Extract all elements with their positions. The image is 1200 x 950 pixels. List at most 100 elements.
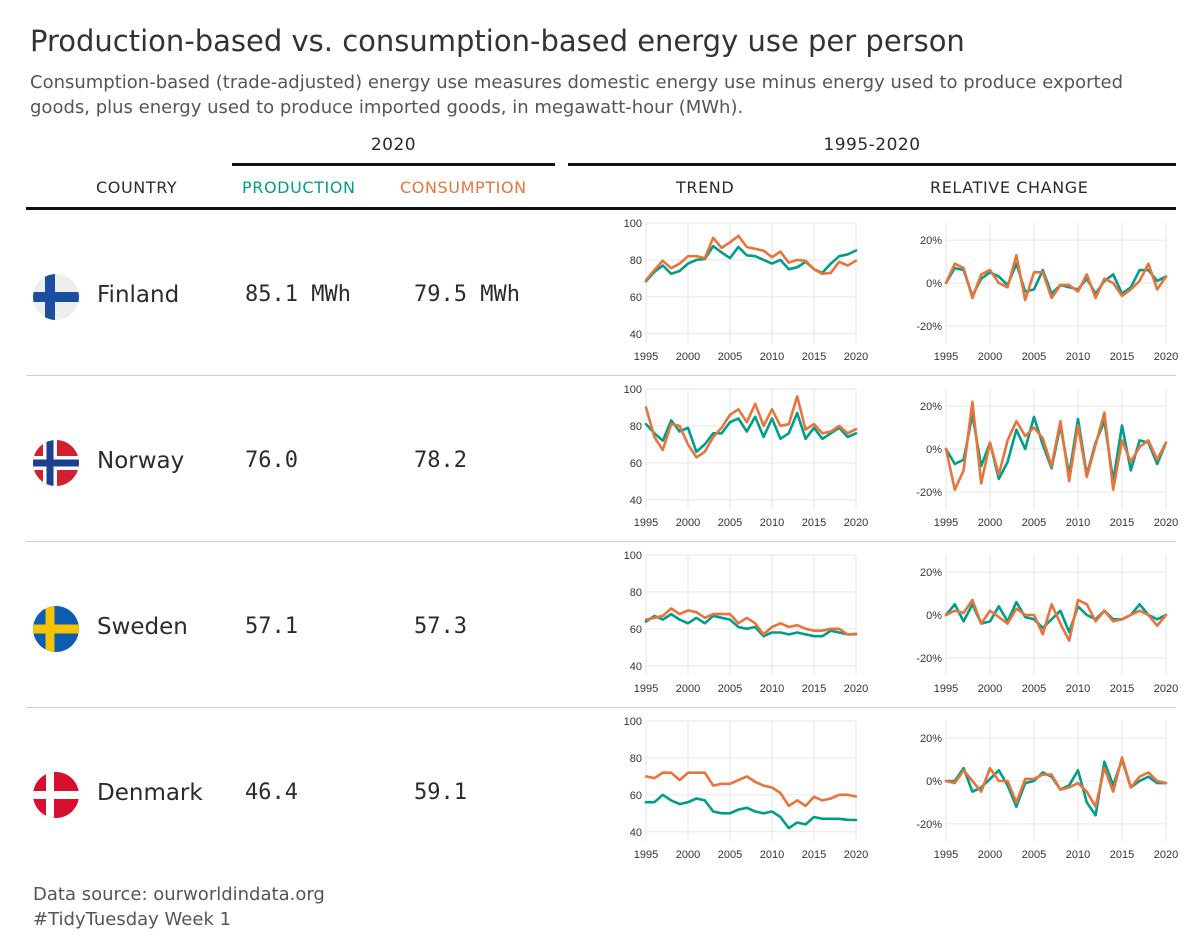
y-tick-label: 60 (630, 624, 642, 636)
y-tick-label: 20% (920, 235, 942, 247)
y-tick-label: 100 (624, 716, 642, 728)
consumption-line (944, 253, 1168, 302)
y-tick-label: 40 (630, 661, 642, 673)
norway-flag-icon (33, 440, 79, 486)
y-tick-label: 80 (630, 587, 642, 599)
y-tick-label: 20% (920, 567, 942, 579)
x-tick-label: 2010 (760, 517, 784, 529)
country-name: Finland (97, 282, 180, 308)
y-tick-label: 20% (920, 733, 942, 745)
x-tick-label: 2005 (718, 351, 742, 363)
x-tick-label: 2015 (1110, 517, 1134, 529)
y-tick-label: 40 (630, 827, 642, 839)
y-tick-label: 100 (624, 550, 642, 562)
x-tick-label: 2000 (676, 517, 700, 529)
x-tick-label: 2010 (760, 351, 784, 363)
production-value: 76.0 (245, 448, 298, 473)
x-tick-label: 2005 (718, 517, 742, 529)
consumption-line (644, 395, 858, 459)
x-tick-label: 2015 (1110, 351, 1134, 363)
trend-chart-denmark: 40 60 80 100 1995 2000 2005 2010 2015 2020 (624, 716, 869, 861)
y-tick-label: 0% (926, 278, 942, 290)
y-tick-label: 100 (624, 218, 642, 230)
data-source-text: Data source: ourworldindata.org (33, 884, 325, 905)
consumption-line (644, 234, 858, 282)
x-tick-label: 2015 (1110, 683, 1134, 695)
x-tick-label: 2005 (1022, 683, 1046, 695)
y-tick-label: 0% (926, 444, 942, 456)
consumption-value: 78.2 (414, 448, 467, 473)
y-tick-label: 40 (630, 329, 642, 341)
column-header-country: COUNTRY (96, 178, 178, 197)
group-label-range: 1995-2020 (823, 135, 921, 155)
x-tick-label: 1995 (634, 849, 658, 861)
x-tick-label: 2015 (802, 517, 826, 529)
x-tick-label: 2010 (1066, 351, 1090, 363)
x-tick-label: 2000 (676, 351, 700, 363)
y-tick-label: 60 (630, 292, 642, 304)
table-row-sweden: Sweden 57.1 57.3 40 60 80 100 1995 2000 2005 20… (26, 543, 1178, 708)
y-tick-label: 100 (624, 384, 642, 396)
production-line (644, 612, 858, 638)
denmark-flag-icon (33, 772, 79, 818)
group-rule-range (568, 163, 1176, 166)
table-row-finland: Finland 85.1 MWh 79.5 MWh 40 60 80 100 1995 2… (26, 211, 1178, 376)
sweden-flag-icon (33, 606, 79, 652)
country-name: Sweden (97, 614, 188, 640)
x-tick-label: 1995 (934, 683, 958, 695)
x-tick-label: 2015 (1110, 849, 1134, 861)
x-tick-label: 2020 (844, 517, 868, 529)
x-tick-label: 2010 (760, 683, 784, 695)
x-tick-label: 2010 (1066, 683, 1090, 695)
x-tick-label: 2020 (844, 683, 868, 695)
x-tick-label: 2015 (802, 849, 826, 861)
x-tick-label: 2000 (978, 517, 1002, 529)
x-tick-label: 2020 (1154, 351, 1178, 363)
consumption-value: 79.5 MWh (414, 282, 520, 307)
x-tick-label: 1995 (934, 849, 958, 861)
x-tick-label: 1995 (634, 351, 658, 363)
page-subtitle: Consumption-based (trade-adjusted) energ… (30, 72, 1124, 118)
y-tick-label: -20% (916, 487, 942, 499)
group-rule-2020 (232, 163, 555, 166)
x-tick-label: 2005 (1022, 849, 1046, 861)
x-tick-label: 1995 (634, 683, 658, 695)
consumption-value: 57.3 (414, 614, 467, 639)
header-rule (26, 207, 1176, 210)
y-tick-label: 0% (926, 610, 942, 622)
page-title: Production-based vs. consumption-based e… (30, 24, 965, 58)
y-tick-label: -20% (916, 819, 942, 831)
x-tick-label: 1995 (934, 517, 958, 529)
x-tick-label: 1995 (634, 517, 658, 529)
y-tick-label: 60 (630, 790, 642, 802)
x-tick-label: 2020 (844, 351, 868, 363)
hashtag-text: #TidyTuesday Week 1 (33, 909, 232, 930)
x-tick-label: 1995 (934, 351, 958, 363)
relative-change-chart-denmark: -20% 0% 20% 1995 2000 2005 2010 2015 2020 (916, 721, 1178, 861)
consumption-line (944, 756, 1168, 808)
column-header-consumption: CONSUMPTION (400, 178, 527, 197)
x-tick-label: 2000 (978, 849, 1002, 861)
consumption-line (944, 400, 1168, 491)
consumption-line (644, 771, 858, 808)
production-value: 46.4 (245, 780, 298, 805)
x-tick-label: 2015 (802, 351, 826, 363)
x-tick-label: 2020 (1154, 683, 1178, 695)
x-tick-label: 2000 (676, 849, 700, 861)
x-tick-label: 2015 (802, 683, 826, 695)
country-name: Denmark (97, 780, 203, 806)
trend-chart-norway: 40 60 80 100 1995 2000 2005 2010 2015 2020 (624, 384, 869, 529)
column-header-trend: TREND (676, 178, 735, 197)
table-row-norway: Norway 76.0 78.2 40 60 80 100 1995 2000 2005 20… (26, 377, 1178, 542)
row-divider (26, 541, 1176, 542)
x-tick-label: 2020 (844, 849, 868, 861)
y-tick-label: 0% (926, 776, 942, 788)
y-tick-label: -20% (916, 321, 942, 333)
x-tick-label: 2020 (1154, 517, 1178, 529)
row-divider (26, 707, 1176, 708)
y-tick-label: 80 (630, 753, 642, 765)
production-value: 57.1 (245, 614, 298, 639)
x-tick-label: 2005 (718, 849, 742, 861)
x-tick-label: 2010 (1066, 849, 1090, 861)
country-name: Norway (97, 448, 185, 474)
